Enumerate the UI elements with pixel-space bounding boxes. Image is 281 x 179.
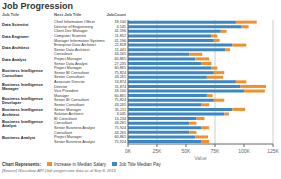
svg-text:Project Manager: Project Manager (54, 57, 83, 61)
svg-text:Computer Scientist: Computer Scientist (54, 34, 87, 38)
html-text:Job Progression: Job Progression (2, 1, 73, 11)
svg-text:60,865: 60,865 (114, 57, 126, 61)
svg-text:Consultant: Consultant (54, 121, 73, 125)
svg-text:Project Manager: Project Manager (54, 135, 83, 139)
svg-text:Senior Data Analyst: Senior Data Analyst (54, 62, 88, 66)
svg-text:Manager Information Systems: Manager Information Systems (54, 39, 105, 43)
svg-text:Senior Consultant: Senior Consultant (54, 75, 85, 79)
svg-text:43,265: 43,265 (114, 103, 126, 107)
svg-text:60,865: 60,865 (114, 66, 126, 70)
svg-text:41,596: 41,596 (114, 39, 126, 43)
svg-text:11,441: 11,441 (115, 48, 126, 52)
svg-text:18,100: 18,100 (114, 89, 126, 93)
svg-text:22,818: 22,818 (114, 43, 126, 47)
svg-text:Solution Architect: Solution Architect (54, 112, 84, 116)
svg-text:13,234: 13,234 (114, 117, 126, 121)
svg-text:0K: 0K (125, 148, 132, 154)
svg-text:Senior Consultant: Senior Consultant (54, 103, 85, 107)
svg-text:11,852: 11,852 (115, 34, 126, 38)
svg-text:Vice President: Vice President (54, 89, 79, 93)
svg-text:Senior Business Analyst: Senior Business Analyst (54, 126, 96, 130)
svg-text:Senior Business Analyst: Senior Business Analyst (54, 140, 96, 144)
html-text:Job Title: Job Title (2, 12, 20, 17)
html-text:JobCount: JobCount (106, 12, 126, 17)
html-text:Next Job Title: Next Job Title (54, 12, 82, 17)
svg-text:Data Analyst: Data Analyst (8, 57, 27, 62)
html-text:Chart Represents:: Chart Represents: (2, 161, 41, 167)
svg-text:Chief Information Officer: Chief Information Officer (54, 20, 96, 24)
svg-text:75,924: 75,924 (114, 126, 126, 130)
svg-text:Value: Value (194, 155, 207, 160)
svg-text:Manager: Manager (54, 94, 70, 98)
svg-text:35,211: 35,211 (115, 108, 126, 112)
svg-text:60,865: 60,865 (114, 94, 126, 98)
svg-text:Senior BI Consultant: Senior BI Consultant (54, 98, 90, 102)
svg-text:43,265: 43,265 (114, 131, 126, 135)
svg-text:Enterprise Data Architect: Enterprise Data Architect (54, 43, 97, 47)
svg-text:13,874: 13,874 (114, 80, 126, 84)
svg-text:75,824: 75,824 (114, 98, 126, 102)
svg-text:Associate Director: Associate Director (54, 80, 86, 84)
svg-text:Developer: Developer (8, 100, 22, 105)
svg-text:Business Analyst: Business Analyst (8, 135, 36, 140)
svg-text:75K: 75K (211, 148, 221, 154)
svg-text:75,824: 75,824 (114, 71, 126, 75)
svg-text:4,545: 4,545 (116, 25, 126, 29)
svg-text:Consultant: Consultant (54, 131, 73, 135)
svg-text:50K: 50K (182, 148, 192, 154)
svg-text:11,874: 11,874 (115, 85, 126, 89)
svg-text:Architect: Architect (8, 112, 20, 117)
svg-text:BI Consultant: BI Consultant (54, 117, 78, 121)
svg-text:Data Architect: Data Architect (8, 45, 30, 50)
svg-text:Senior BI Consultant: Senior BI Consultant (54, 71, 90, 75)
svg-text:Analyst: Analyst (8, 123, 17, 128)
svg-text:25K: 25K (153, 148, 163, 154)
svg-text:Data Scientist: Data Scientist (8, 22, 29, 27)
svg-text:Senior Data Architect: Senior Data Architect (54, 48, 91, 52)
svg-text:Director: Director (54, 85, 68, 89)
svg-text:75,924: 75,924 (114, 140, 126, 144)
svg-text:43,265: 43,265 (114, 121, 126, 125)
html-text:Job Title Median Pay: Job Title Median Pay (119, 161, 161, 167)
svg-text:18,100: 18,100 (114, 20, 126, 24)
svg-text:Data Engineer: Data Engineer (8, 34, 29, 39)
svg-text:43,265: 43,265 (114, 52, 126, 56)
html-text:Increase in Median Salary: Increase in Median Salary (54, 161, 106, 167)
svg-text:Consultant: Consultant (54, 52, 73, 56)
svg-text:100K: 100K (238, 148, 250, 154)
svg-text:Senior Manager: Senior Manager (54, 108, 82, 112)
svg-text:Consultant: Consultant (8, 73, 24, 78)
svg-text:60,865: 60,865 (114, 135, 126, 139)
svg-text:125K: 125K (267, 148, 273, 154)
svg-text:3,045: 3,045 (116, 112, 126, 116)
svg-text:27,235: 27,235 (114, 62, 126, 66)
svg-text:41,596: 41,596 (114, 29, 126, 33)
svg-text:Director of Engineering: Director of Engineering (54, 25, 93, 29)
svg-text:Client Dev Manager: Client Dev Manager (54, 29, 88, 33)
svg-text:43,265: 43,265 (114, 75, 126, 79)
html-text:[Source] Glassdoor API (Job pr: [Source] Glassdoor API (Job progression … (2, 168, 116, 173)
svg-text:Manager: Manager (8, 86, 19, 91)
svg-text:Project Manager: Project Manager (54, 66, 83, 70)
